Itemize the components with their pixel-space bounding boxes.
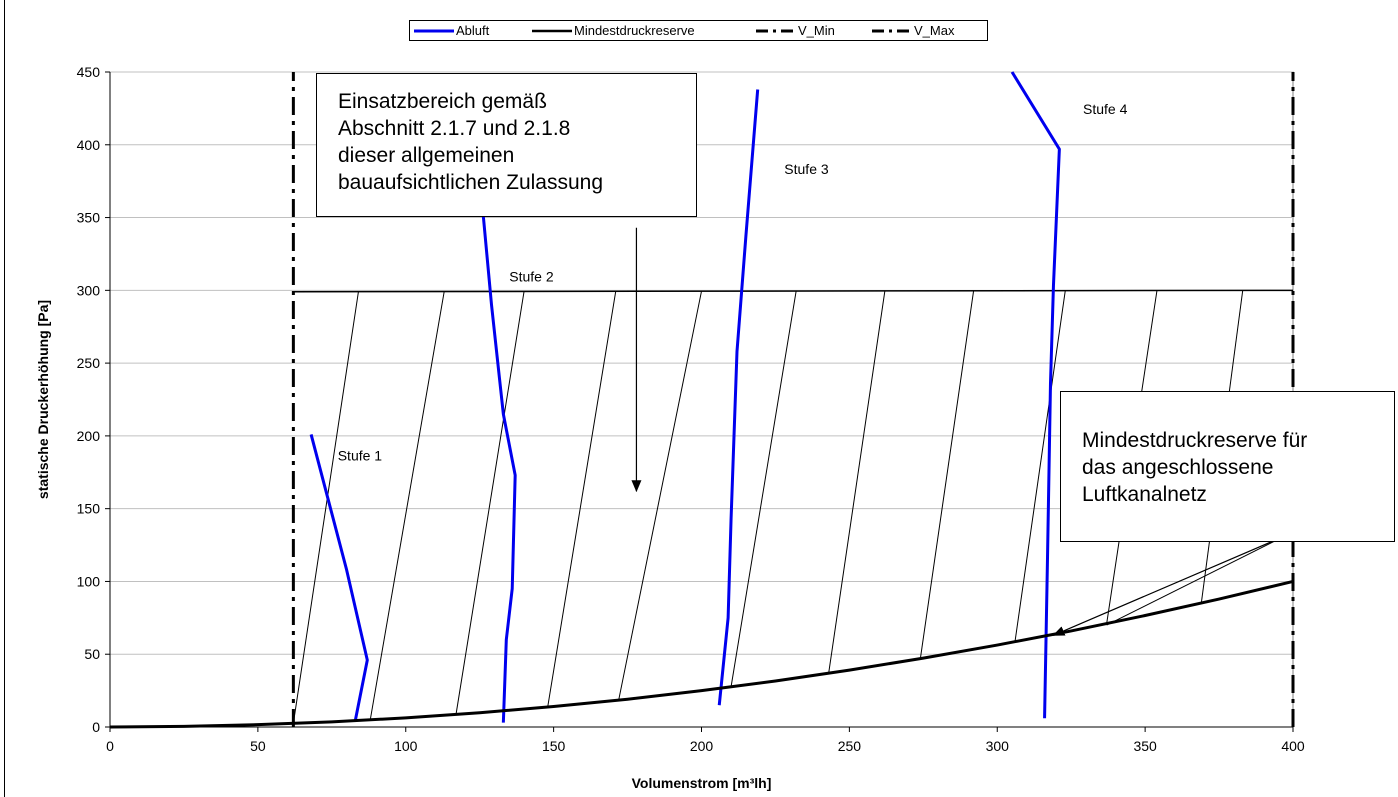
region-line-7 xyxy=(828,290,886,674)
y-tick-label-450: 450 xyxy=(77,64,101,80)
x-tick-label-400: 400 xyxy=(1281,738,1305,754)
legend-item-abluft: Abluft xyxy=(414,21,489,40)
legend-swatch-v-min xyxy=(756,29,796,32)
annotation-mindestdruckreserve: Mindestdruckreserve für das angeschlosse… xyxy=(1060,391,1395,542)
chart-labels: Stufe 1 Stufe 2 Stufe 3 Stufe 4 xyxy=(338,101,1128,463)
region-line-1 xyxy=(292,291,359,724)
y-tick-label-100: 100 xyxy=(77,573,101,589)
y-tick-label-50: 50 xyxy=(84,646,100,662)
stage-label-1: Stufe 1 xyxy=(338,448,383,464)
x-tick-label-250: 250 xyxy=(838,738,862,754)
region-line-2 xyxy=(369,291,445,720)
y-tick-label-0: 0 xyxy=(92,719,100,735)
x-tick-label-150: 150 xyxy=(542,738,566,754)
region-hatch-lines xyxy=(292,290,1244,724)
axes: 0 50 100 150 200 250 300 350 400 450 0 50 100 150 200 2… xyxy=(35,64,1305,791)
x-tick-label-350: 350 xyxy=(1133,738,1157,754)
legend-item-v-min: V_Min xyxy=(756,21,835,40)
legend-swatch-abluft xyxy=(414,29,454,32)
region-line-6 xyxy=(730,290,797,687)
x-tick-label-100: 100 xyxy=(394,738,418,754)
legend-label-abluft: Abluft xyxy=(456,23,490,38)
legend-item-v-max: V_Max xyxy=(872,21,954,40)
y-tick-label-400: 400 xyxy=(77,137,101,153)
series-group xyxy=(109,71,1295,729)
stage-label-4: Stufe 4 xyxy=(1083,101,1128,117)
stage-label-3: Stufe 3 xyxy=(784,161,829,177)
upper-limit-line xyxy=(293,289,1294,293)
legend-swatch-mindestdruckreserve xyxy=(532,29,572,32)
abluft-line-stufe-1 xyxy=(309,434,369,721)
x-tick-label-50: 50 xyxy=(250,738,266,754)
abluft-line-stufe-3 xyxy=(717,89,760,706)
legend: Abluft Mindestdruckreserve V_Min V_Max xyxy=(409,20,988,41)
abluft-line-stufe-2 xyxy=(475,144,517,723)
x-tick-label-0: 0 xyxy=(106,738,114,754)
annotation-arrow-2 xyxy=(1052,535,1285,636)
y-tick-label-150: 150 xyxy=(77,501,101,517)
mindestdruckreserve-curve xyxy=(109,579,1294,729)
legend-label-v-max: V_Max xyxy=(914,23,955,38)
x-tick-label-200: 200 xyxy=(690,738,714,754)
legend-swatch-v-max xyxy=(872,29,912,32)
x-axis-label: Volumenstrom [m³lh] xyxy=(632,775,772,791)
y-tick-label-250: 250 xyxy=(77,355,101,371)
abluft-line-stufe-4 xyxy=(1010,71,1061,719)
annotation-arrows xyxy=(631,227,1285,636)
y-tick-label-350: 350 xyxy=(77,210,101,226)
region-line-9 xyxy=(1014,290,1066,642)
y-axis-label: statische Druckerhöhung [Pa] xyxy=(35,300,51,499)
stage-label-2: Stufe 2 xyxy=(509,269,554,285)
region-line-8 xyxy=(919,290,975,659)
y-tick-label-300: 300 xyxy=(77,282,101,298)
legend-item-mindestdruckreserve: Mindestdruckreserve xyxy=(532,21,695,40)
annotation-einsatzbereich: Einsatzbereich gemäß Abschnitt 2.1.7 und… xyxy=(316,73,697,217)
grid-lines xyxy=(110,71,1293,655)
annotation-helper-line xyxy=(1106,535,1285,626)
region-line-5 xyxy=(618,291,702,701)
region-line-4 xyxy=(547,291,617,708)
legend-label-mindestdruckreserve: Mindestdruckreserve xyxy=(574,23,695,38)
frame-left-border xyxy=(4,0,5,797)
region-line-3 xyxy=(455,291,525,715)
y-tick-label-200: 200 xyxy=(77,428,101,444)
x-tick-label-300: 300 xyxy=(986,738,1010,754)
legend-label-v-min: V_Min xyxy=(798,23,835,38)
